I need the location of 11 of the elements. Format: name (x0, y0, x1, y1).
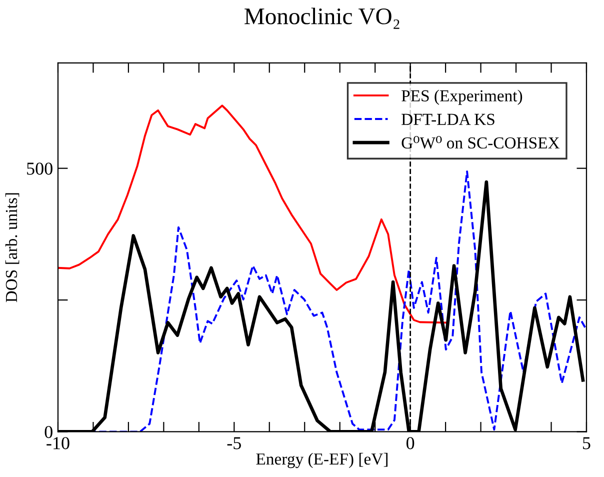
y-axis-title: DOS [arb. units] (5, 193, 20, 302)
chart-title: Monoclinic VO₂ (244, 8, 400, 29)
x-tick-label: 5 (583, 437, 590, 450)
y-tick-label: 500 (27, 162, 52, 175)
x-tick-label: -5 (227, 437, 241, 450)
legend-label: DFT-LDA KS (402, 114, 494, 126)
legend-label: PES (Experiment) (402, 90, 522, 105)
legend-label: G⁰W⁰ on SC-COHSEX (402, 136, 560, 149)
x-tick-label: 0 (406, 437, 414, 450)
x-axis-title: Energy (E-EF) [eV] (256, 452, 388, 468)
x-tick-label: -10 (46, 437, 70, 450)
